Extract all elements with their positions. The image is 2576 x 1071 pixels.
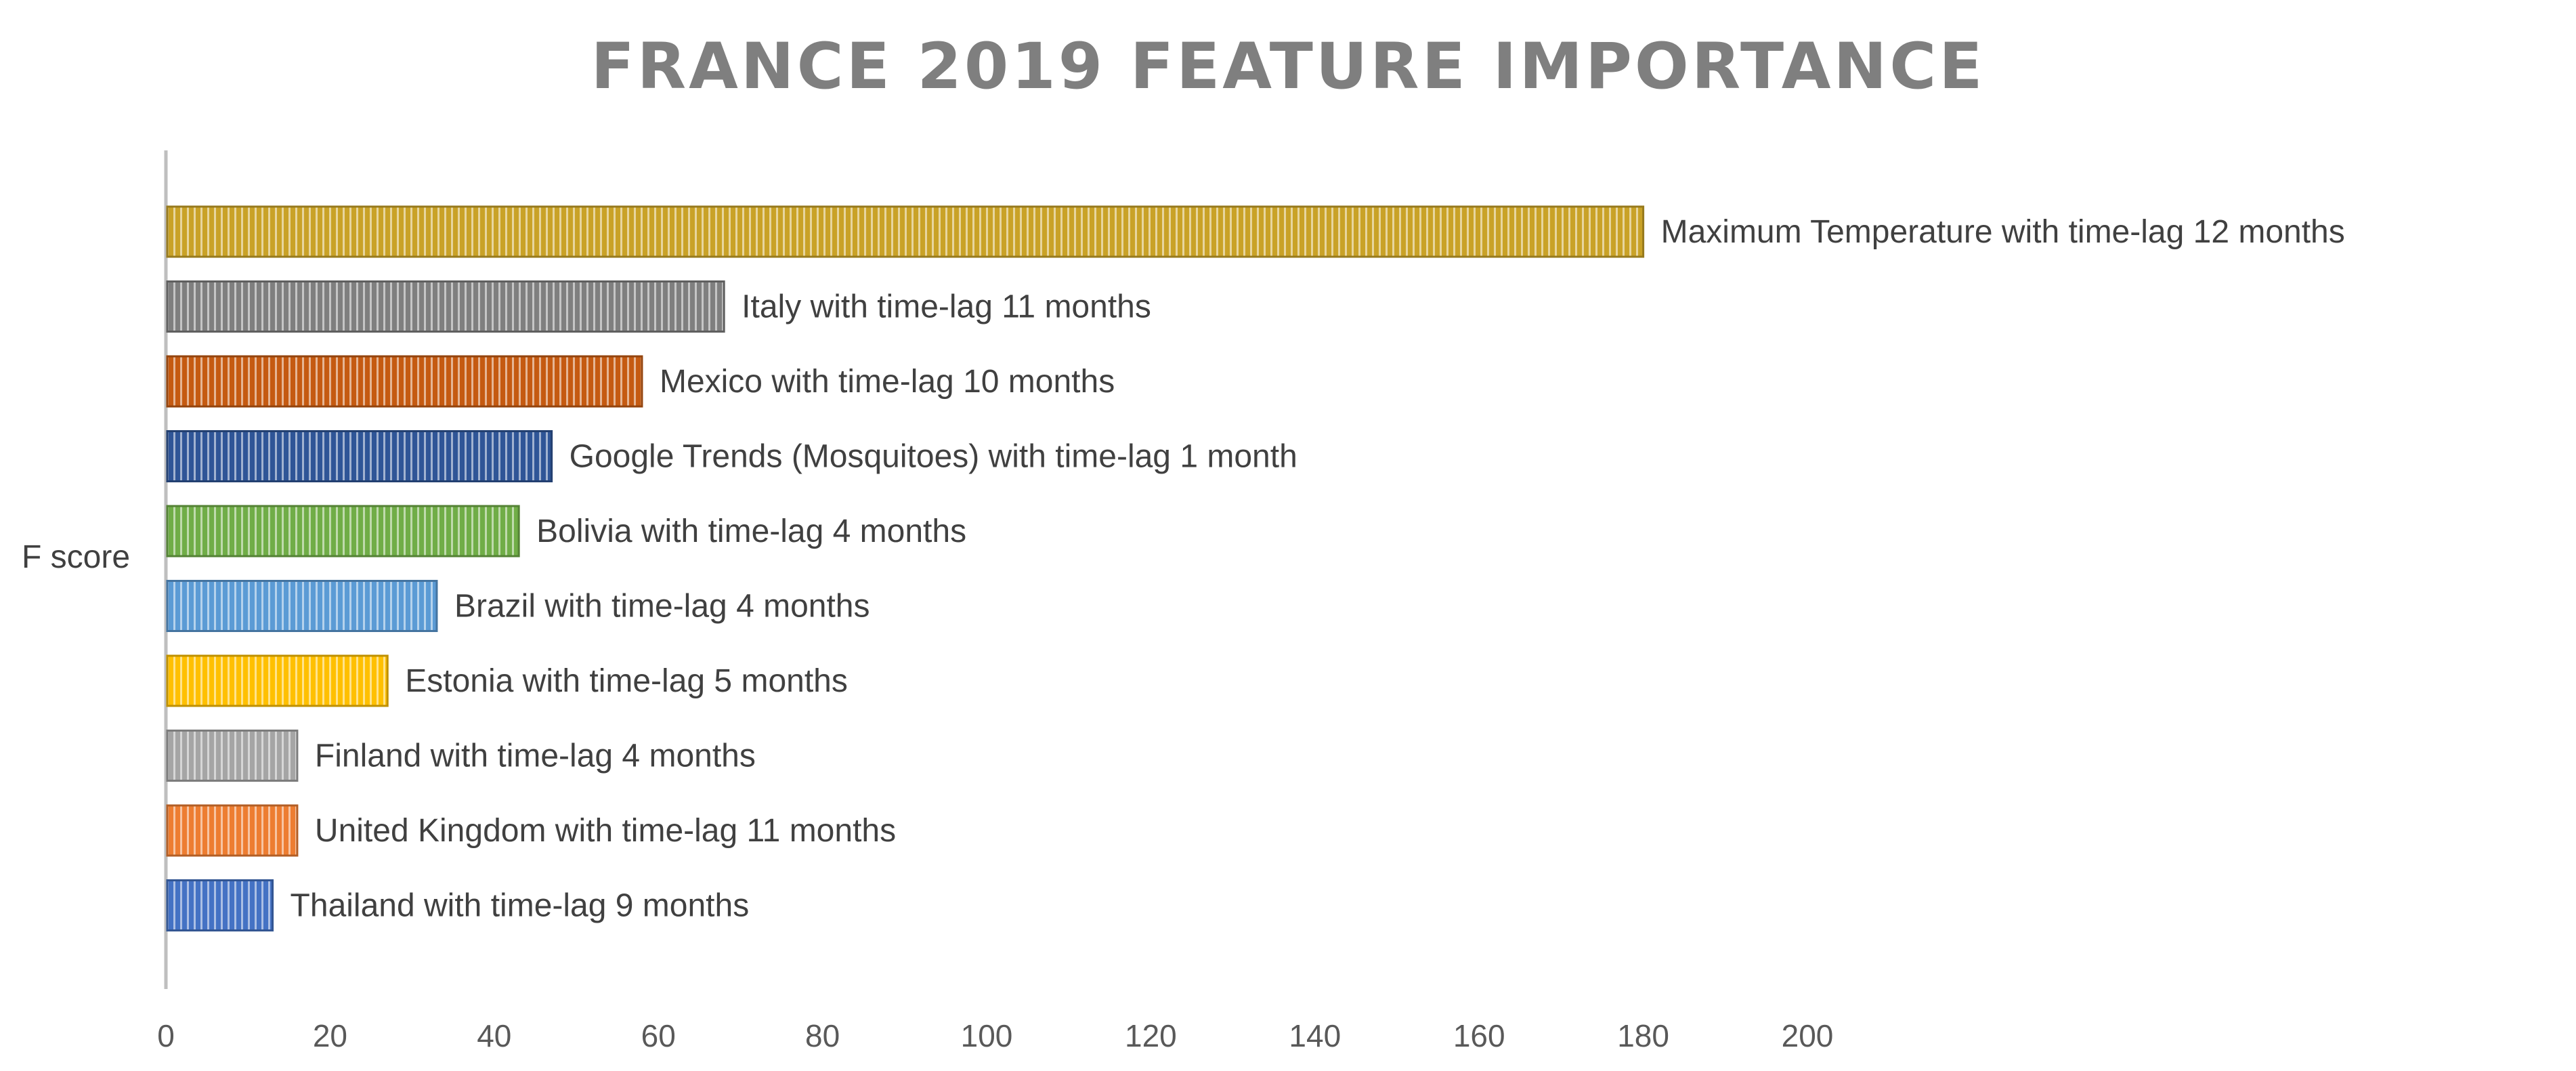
bar-5: [166, 580, 438, 632]
bar-label-3: Google Trends (Mosquitoes) with time-lag…: [570, 439, 1297, 475]
bar-label-1: Italy with time-lag 11 months: [742, 289, 1151, 325]
bar-label-6: Estonia with time-lag 5 months: [405, 663, 848, 699]
bar-2: [166, 355, 643, 408]
x-tick-label-2: 40: [477, 1018, 511, 1053]
x-tick-label-10: 200: [1782, 1018, 1834, 1053]
bar-label-7: Finland with time-lag 4 months: [315, 738, 756, 774]
bar-0: [166, 205, 1645, 258]
x-tick-label-3: 60: [641, 1018, 676, 1053]
bar-label-8: United Kingdom with time-lag 11 months: [315, 813, 896, 849]
bar-8: [166, 804, 299, 857]
bar-label-5: Brazil with time-lag 4 months: [454, 589, 870, 625]
x-tick-label-6: 120: [1125, 1018, 1177, 1053]
x-axis-ticks: 0 20 40 60 80 100 120 140 160 180 200: [157, 1018, 1833, 1053]
bar-label-2: Mexico with time-lag 10 months: [660, 364, 1115, 400]
bar-label-0: Maximum Temperature with time-lag 12 mon…: [1661, 214, 2345, 250]
bar-7: [166, 730, 299, 782]
x-tick-label-5: 100: [961, 1018, 1013, 1053]
bar-label-9: Thailand with time-lag 9 months: [291, 888, 750, 924]
x-tick-label-9: 180: [1617, 1018, 1669, 1053]
x-tick-label-0: 0: [157, 1018, 175, 1053]
bar-4: [166, 505, 520, 558]
bar-6: [166, 654, 389, 707]
y-axis-label: F score: [22, 539, 130, 575]
bars: Maximum Temperature with time-lag 12 mon…: [166, 205, 2345, 931]
x-tick-label-7: 140: [1289, 1018, 1341, 1053]
bar-9: [166, 879, 274, 931]
bar-3: [166, 430, 553, 482]
x-tick-label-1: 20: [313, 1018, 347, 1053]
chart-title: FRANCE 2019 FEATURE IMPORTANCE: [591, 30, 1985, 104]
x-tick-label-8: 160: [1453, 1018, 1505, 1053]
bar-1: [166, 280, 725, 333]
x-tick-label-4: 80: [805, 1018, 840, 1053]
bar-label-4: Bolivia with time-lag 4 months: [536, 513, 966, 549]
